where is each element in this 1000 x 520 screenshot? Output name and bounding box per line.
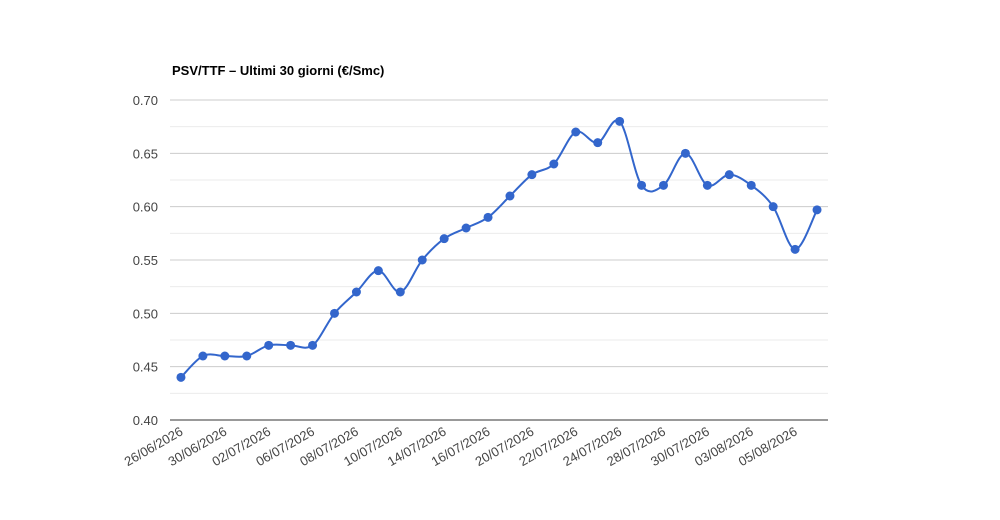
point xyxy=(812,205,822,215)
y-tick-label: 0.50 xyxy=(133,306,158,321)
point xyxy=(790,244,800,254)
point xyxy=(724,170,734,180)
point xyxy=(768,202,778,212)
line xyxy=(180,119,818,379)
point xyxy=(593,138,603,148)
point xyxy=(286,340,296,350)
point xyxy=(571,127,581,137)
chart-title: PSV/TTF – Ultimi 30 giorni (€/Smc) xyxy=(172,63,384,78)
point xyxy=(439,234,449,244)
y-tick-label: 0.60 xyxy=(133,200,158,215)
point xyxy=(351,287,361,297)
point xyxy=(527,170,537,180)
point xyxy=(264,340,274,350)
point xyxy=(549,159,559,169)
point xyxy=(680,148,690,158)
point xyxy=(461,223,471,233)
point xyxy=(373,266,383,276)
y-tick-label: 0.65 xyxy=(133,146,158,161)
point xyxy=(505,191,515,201)
point xyxy=(308,340,318,350)
point xyxy=(330,308,339,318)
point xyxy=(198,351,208,361)
y-tick-label: 0.70 xyxy=(133,93,158,108)
point xyxy=(176,372,186,382)
point xyxy=(637,180,647,190)
point xyxy=(702,180,712,190)
point xyxy=(615,116,625,126)
point xyxy=(242,351,252,361)
point xyxy=(220,351,230,361)
y-tick-label: 0.45 xyxy=(133,360,158,375)
point xyxy=(746,180,756,190)
point xyxy=(659,180,668,190)
point xyxy=(483,212,493,222)
point xyxy=(395,287,405,297)
y-tick-label: 0.55 xyxy=(133,253,158,268)
point xyxy=(417,255,427,265)
y-tick-label: 0.40 xyxy=(133,413,158,428)
